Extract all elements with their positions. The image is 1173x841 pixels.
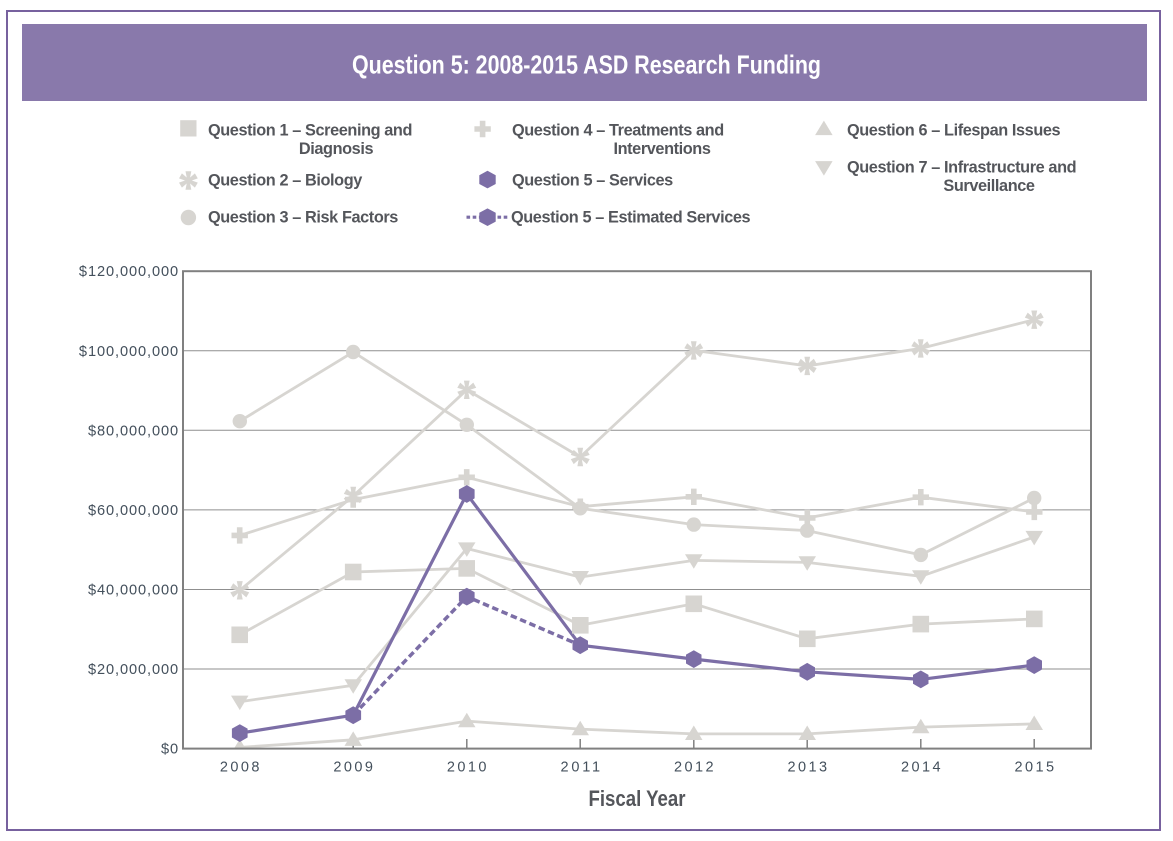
svg-text:$0: $0: [161, 742, 179, 758]
svg-text:$20,000,000: $20,000,000: [88, 662, 179, 678]
svg-text:$40,000,000: $40,000,000: [88, 583, 179, 599]
svg-text:Question 1 – Screening and: Question 1 – Screening and: [208, 122, 412, 140]
svg-text:$80,000,000: $80,000,000: [88, 423, 179, 439]
svg-text:$100,000,000: $100,000,000: [79, 344, 179, 360]
svg-text:Question 4 – Treatments and: Question 4 – Treatments and: [512, 122, 724, 140]
svg-text:Question 7 – Infrastructure an: Question 7 – Infrastructure and: [847, 159, 1076, 177]
svg-text:Diagnosis: Diagnosis: [299, 140, 374, 158]
svg-text:Question 5: 2008-2015 ASD Rese: Question 5: 2008-2015 ASD Research Fundi…: [352, 50, 821, 80]
svg-text:Question 5 – Services: Question 5 – Services: [512, 172, 673, 190]
svg-text:$60,000,000: $60,000,000: [88, 503, 179, 519]
svg-text:$120,000,000: $120,000,000: [79, 264, 179, 280]
svg-text:Surveillance: Surveillance: [943, 177, 1034, 195]
svg-text:Interventions: Interventions: [613, 140, 710, 158]
svg-text:Fiscal Year: Fiscal Year: [589, 786, 686, 811]
svg-text:Question 2 – Biology: Question 2 – Biology: [208, 172, 362, 190]
svg-text:Question 3 – Risk Factors: Question 3 – Risk Factors: [208, 209, 398, 227]
svg-text:Question 6 – Lifespan Issues: Question 6 – Lifespan Issues: [847, 122, 1061, 140]
svg-text:Question 5 – Estimated Service: Question 5 – Estimated Services: [511, 209, 751, 227]
